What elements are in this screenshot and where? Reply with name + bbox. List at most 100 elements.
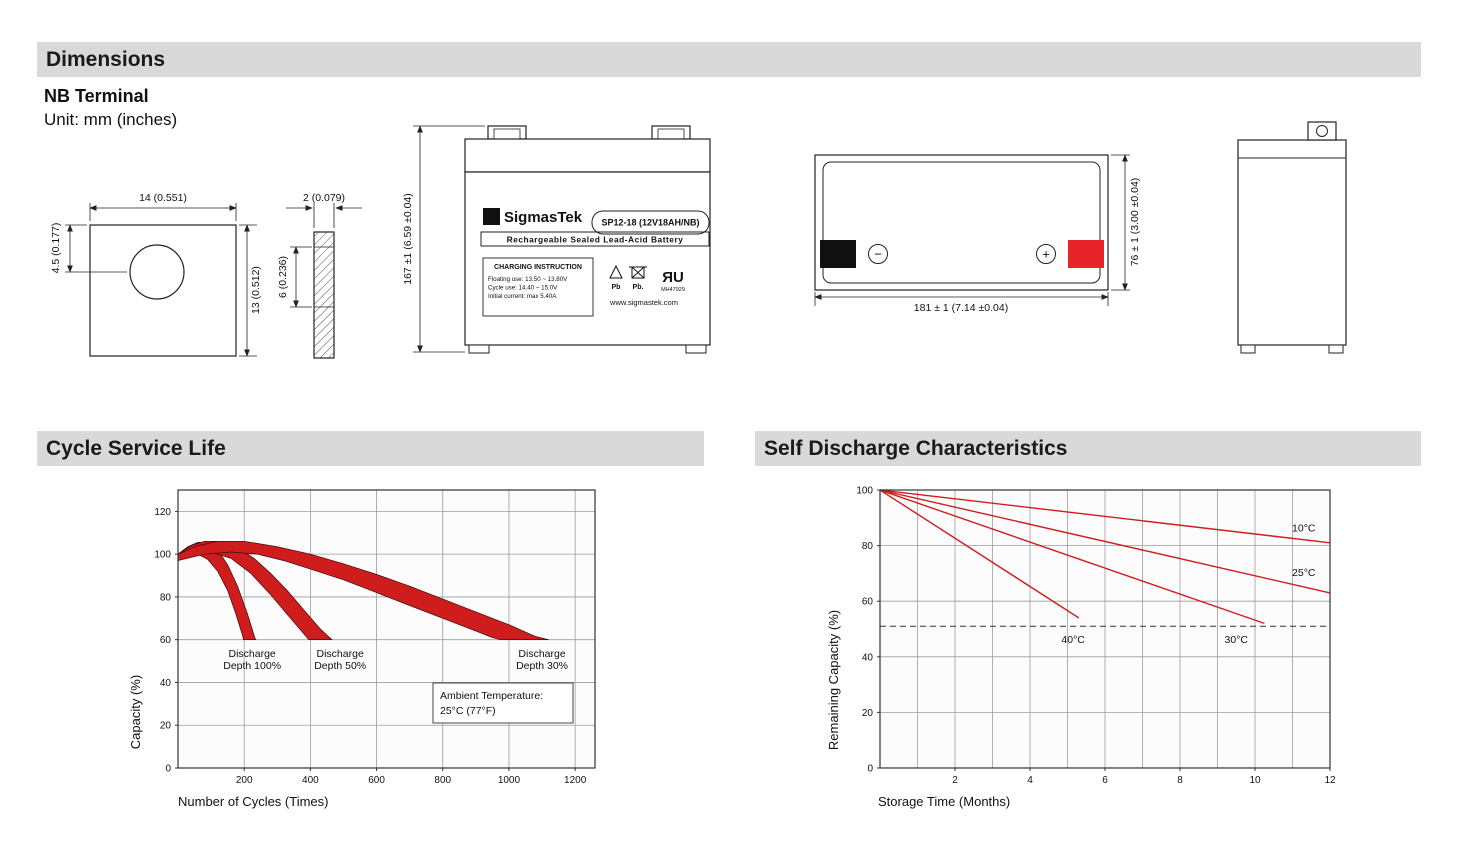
y-tick-label: 20 (862, 708, 874, 719)
negative-polarity-icon (868, 244, 888, 264)
website-text: www.sigmastek.com (609, 298, 678, 307)
band-label: Discharge (317, 648, 364, 660)
battery-type-bar (480, 231, 710, 247)
series-label: 10°C (1292, 523, 1316, 535)
dim-terminal-width: 14 (0.551) (139, 192, 187, 204)
section-header-dimensions: Dimensions (37, 42, 1421, 77)
y-tick-label: 0 (867, 764, 873, 775)
band-label: Discharge (518, 648, 565, 660)
series-line-40°C (879, 489, 1080, 619)
band-label: Depth 50% (314, 660, 366, 672)
series-label: 25°C (1292, 567, 1316, 579)
y-tick-label: 100 (154, 550, 171, 561)
cycle-service-life-chart: 0 20 40 60 80 100 120 200 400 600 800 1000 1200 Disch… (128, 489, 596, 809)
negative-terminal-block (820, 240, 856, 268)
x-tick-label: 8 (1177, 775, 1183, 786)
no-trash-pb-icon (629, 266, 647, 279)
battery-front-view-drawing: Σ SigmasTek SP12-18 (12V18AH/NB) Recharg… (402, 125, 711, 354)
y-tick-label: 120 (154, 507, 171, 518)
y-tick-label: 60 (160, 635, 172, 646)
battery-height-dimension-lines (413, 125, 485, 353)
battery-type-text: Rechargeable Sealed Lead-Acid Battery (507, 235, 684, 245)
terminal-type-heading: NB Terminal (44, 86, 149, 106)
ul-file-number: MH47929 (661, 287, 685, 293)
terminal-cross-section (313, 231, 335, 359)
x-tick-label: 600 (368, 775, 385, 786)
terminal-plate-outline (89, 224, 237, 357)
ul-recognized-icon: ЯU (662, 269, 684, 286)
band-label: Discharge (228, 648, 275, 660)
battery-top-view-drawing: − + 181 ± 1 (7.14 ±0.04) 76 ± 1 (3.00 ±0… (814, 154, 1141, 314)
dim-terminal-depth: 6 (0.236) (277, 256, 289, 298)
section-header-cycle-service-life: Cycle Service Life (37, 431, 704, 466)
y-axis-label: Remaining Capacity (%) (826, 610, 841, 750)
battery-side-view-drawing (1237, 121, 1347, 354)
discharge-band-2 (177, 540, 549, 641)
x-tick-label: 1000 (498, 775, 521, 786)
dim-terminal-height: 13 (0.512) (250, 266, 262, 314)
charging-floating-use: Floating use: 13.50 ~ 13.80V (488, 276, 568, 283)
y-tick-label: 80 (160, 592, 172, 603)
battery-top-outline (814, 154, 1109, 291)
dim-terminal-hole-offset: 4.5 (0.177) (50, 223, 62, 274)
positive-symbol: + (1042, 247, 1050, 262)
pb-label-1: Pb (612, 284, 621, 291)
y-tick-label: 40 (160, 678, 172, 689)
x-tick-label: 800 (434, 775, 451, 786)
charging-instruction-box (482, 257, 594, 317)
x-tick-label: 200 (236, 775, 253, 786)
y-tick-label: 60 (862, 597, 874, 608)
charging-cycle-use: Cycle use: 14.40 ~ 15.0V (488, 285, 558, 292)
section-header-self-discharge: Self Discharge Characteristics (755, 431, 1421, 466)
y-tick-label: 80 (862, 541, 874, 552)
dim-terminal-thickness: 2 (0.079) (303, 192, 345, 204)
x-axis-label: Number of Cycles (Times) (178, 794, 328, 809)
y-tick-label: 100 (856, 486, 873, 497)
terminal-side-drawing: 2 (0.079) 6 (0.236) (277, 192, 362, 359)
x-tick-label: 1200 (564, 775, 587, 786)
series-line-25°C (879, 489, 1331, 594)
terminal-front-drawing: 14 (0.551) 4.5 (0.177) 13 (0.512) (50, 192, 262, 357)
y-tick-label: 0 (165, 764, 171, 775)
band-label: Depth 100% (223, 660, 281, 672)
battery-top-dimension-lines (814, 154, 1130, 306)
series-label: 30°C (1225, 634, 1249, 646)
ambient-temperature-note-box (432, 682, 574, 724)
battery-side-body (1237, 121, 1347, 354)
y-tick-label: 40 (862, 652, 874, 663)
dim-battery-length: 181 ± 1 (7.14 ±0.04) (914, 302, 1008, 314)
model-number: SP12-18 (12V18AH/NB) (601, 218, 699, 228)
series-label: 40°C (1061, 634, 1085, 646)
brand-name: SigmasTek (504, 209, 583, 226)
series-line-10°C (879, 489, 1331, 544)
y-tick-label: 20 (160, 721, 172, 732)
pb-label-2: Pb. (633, 284, 644, 291)
terminal-side-dimension-lines (286, 203, 362, 308)
x-tick-label: 12 (1324, 775, 1336, 786)
x-tick-label: 10 (1249, 775, 1261, 786)
series-line-30°C (879, 489, 1265, 625)
charging-initial-current: Initial current: max 5.40A (488, 293, 557, 300)
positive-polarity-icon (1036, 244, 1056, 264)
x-tick-label: 4 (1027, 775, 1033, 786)
x-tick-label: 400 (302, 775, 319, 786)
note-line-2: 25°C (77°F) (440, 705, 496, 717)
band-label: Depth 30% (516, 660, 568, 672)
note-line-1: Ambient Temperature: (440, 690, 543, 702)
y-axis-label: Capacity (%) (128, 675, 143, 749)
unit-note: Unit: mm (inches) (44, 110, 178, 129)
x-axis-label: Storage Time (Months) (878, 794, 1010, 809)
battery-top-inner-outline (822, 161, 1101, 284)
dim-battery-width: 76 ± 1 (3.00 ±0.04) (1129, 178, 1141, 267)
sigma-logo-box (483, 208, 500, 225)
terminal-hole (129, 244, 185, 300)
plot-border (177, 489, 596, 769)
battery-label: Σ SigmasTek SP12-18 (12V18AH/NB) Recharg… (480, 208, 710, 317)
x-tick-label: 2 (952, 775, 958, 786)
x-tick-label: 6 (1102, 775, 1108, 786)
terminal-front-dimension-lines (65, 203, 257, 357)
charging-instruction-title: CHARGING INSTRUCTION (494, 264, 582, 271)
dim-battery-height: 167 ±1 (6.59 ±0.04) (402, 193, 414, 285)
recycle-pb-icon (609, 264, 623, 279)
